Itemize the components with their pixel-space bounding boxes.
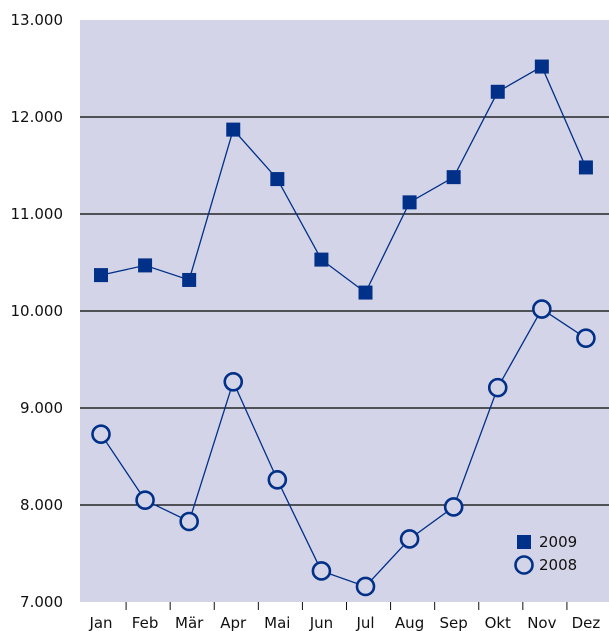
data-point-2008 xyxy=(135,490,155,510)
legend-marker-2009 xyxy=(517,535,531,549)
x-tick-label: Jul xyxy=(355,614,374,631)
x-tick-label: Mai xyxy=(264,614,290,631)
x-tick-label: Feb xyxy=(132,614,159,631)
data-point-2008 xyxy=(91,424,111,444)
y-tick-label: 7.000 xyxy=(20,593,63,611)
series-line-2009 xyxy=(100,65,587,294)
data-point-2009 xyxy=(270,172,285,187)
data-point-2008 xyxy=(355,576,376,597)
data-point-2009 xyxy=(490,84,505,99)
y-tick-label: 9.000 xyxy=(20,399,63,417)
data-point-2009 xyxy=(534,59,549,74)
y-tick-label: 12.000 xyxy=(11,108,64,126)
x-tick-label: Jun xyxy=(309,614,333,631)
data-point-2008 xyxy=(576,328,596,348)
x-tick-label: Jan xyxy=(88,614,112,631)
x-tick-label: Mär xyxy=(175,614,204,631)
legend: 2009 2008 xyxy=(514,533,577,575)
y-tick-label: 8.000 xyxy=(20,496,63,514)
data-point-2008 xyxy=(267,469,288,490)
data-point-2008 xyxy=(179,511,199,532)
data-point-2009 xyxy=(578,160,593,175)
gridlines xyxy=(80,116,609,506)
x-tick-label: Apr xyxy=(220,614,247,631)
legend-marker-2008 xyxy=(514,555,534,575)
y-tick-label: 13.000 xyxy=(11,11,64,29)
y-tick-label: 11.000 xyxy=(11,205,64,223)
data-point-2008 xyxy=(399,529,420,549)
data-point-2009 xyxy=(94,268,108,283)
data-point-2008 xyxy=(443,497,464,517)
x-tick-label: Okt xyxy=(485,614,511,631)
y-tick-label: 10.000 xyxy=(11,302,64,320)
data-point-2008 xyxy=(532,299,552,319)
x-tick-label: Nov xyxy=(527,614,556,631)
x-tick-label: Dez xyxy=(572,614,601,631)
legend-label-2009: 2009 xyxy=(539,533,577,551)
data-point-2009 xyxy=(182,272,197,287)
x-tick-label: Aug xyxy=(395,614,424,631)
legend-label-2008: 2008 xyxy=(539,556,577,574)
x-axis: Jan Feb Mär Apr Mai Jun Jul Aug Sep Okt Nov Dez xyxy=(88,602,600,631)
data-point-2008 xyxy=(311,561,332,581)
data-point-2009 xyxy=(138,258,153,273)
y-axis-tick-labels: 7.000 8.000 9.000 10.000 11.000 12.000 13.000 xyxy=(11,11,64,611)
series-group xyxy=(91,59,596,597)
x-tick-label: Sep xyxy=(440,614,468,631)
data-point-2009 xyxy=(358,285,373,300)
data-point-2008 xyxy=(487,377,508,398)
data-point-2009 xyxy=(446,170,461,185)
data-point-2008 xyxy=(223,372,244,392)
data-point-2009 xyxy=(402,195,417,210)
data-point-2009 xyxy=(226,122,241,137)
data-point-2009 xyxy=(314,252,329,267)
